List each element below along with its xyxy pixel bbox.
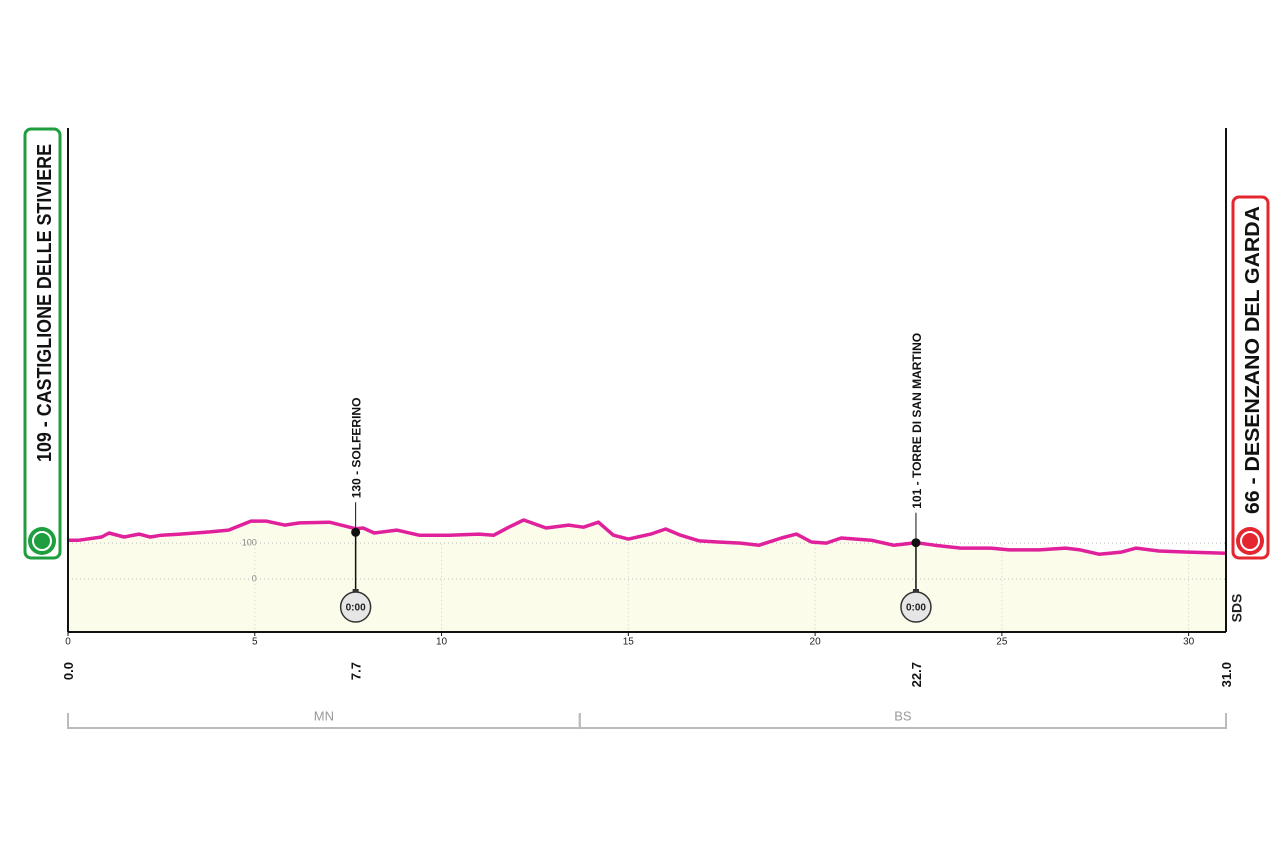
elevation-line [68, 518, 1227, 556]
finish-icon-ring [1240, 531, 1260, 551]
logo: SDS [1229, 594, 1245, 623]
x-tick-label: 25 [996, 637, 1008, 648]
x-tick-label: 5 [252, 637, 258, 648]
stopwatch-crown [912, 589, 919, 593]
km-label: 22.7 [909, 662, 924, 687]
finish-label: 66 - DESENZANO DEL GARDA [1242, 206, 1264, 514]
y-tick-label: 100 [242, 537, 257, 547]
start-box [23, 127, 62, 560]
finish-box [1231, 195, 1270, 560]
x-tick-label: 10 [436, 637, 448, 648]
start-km-label: 0.0 [61, 662, 76, 680]
stopwatch-time: 0:00 [346, 603, 366, 614]
x-tick-label: 30 [1183, 637, 1195, 648]
intermediate-label: 101 - TORRE DI SAN MARTINO [910, 333, 924, 509]
x-tick-label: 20 [810, 637, 822, 648]
intermediate-label: 130 - SOLFERINO [350, 398, 364, 499]
start-label: 109 - CASTIGLIONE DELLE STIVIERE [34, 144, 56, 462]
x-tick-label: 0 [65, 637, 71, 648]
stopwatch [339, 591, 372, 623]
y-tick-label: 0 [252, 573, 257, 583]
plot: 0 100 0 5 10 15 20 25 30 0.0 31.0 130 - SOLFERINO 0:… [61, 128, 1234, 729]
intermediate-point [351, 527, 361, 537]
start-icon-ring [32, 531, 52, 551]
stopwatch-time: 0:00 [906, 603, 926, 614]
province-label: MN [314, 708, 334, 723]
stopwatch-crown [352, 589, 359, 593]
x-tick-label: 15 [623, 637, 635, 648]
province-label: BS [894, 708, 912, 723]
intermediate-point [911, 538, 921, 548]
finish-km-label: 31.0 [1219, 662, 1234, 687]
stopwatch [900, 591, 932, 623]
km-label: 7.7 [349, 662, 364, 680]
